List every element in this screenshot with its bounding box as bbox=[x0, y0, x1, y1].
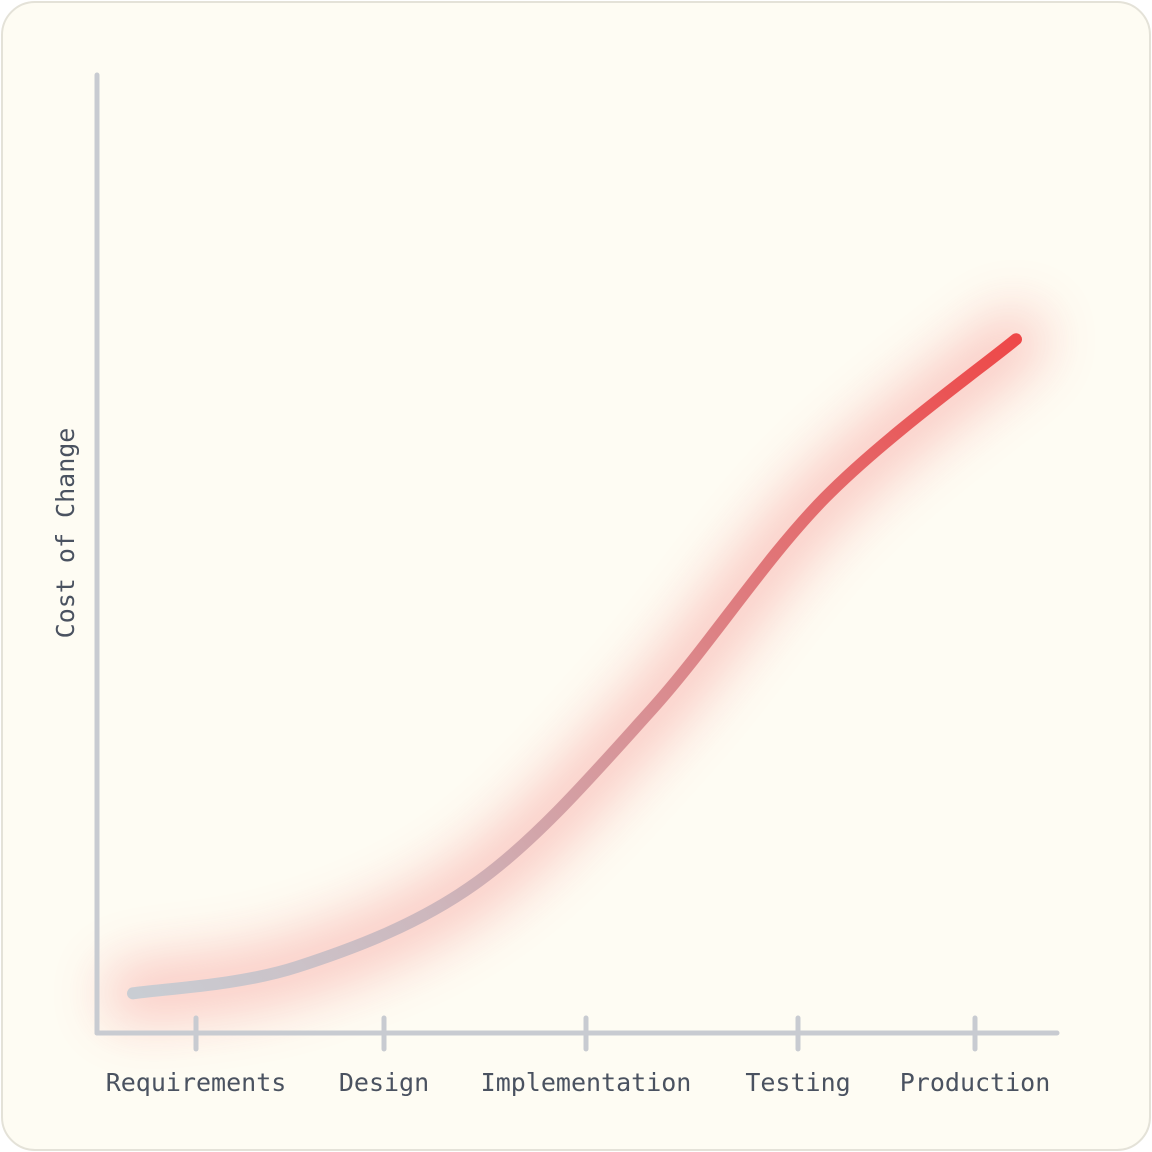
x-tick-label-implementation: Implementation bbox=[481, 1068, 692, 1097]
y-axis-title: Cost of Change bbox=[51, 428, 80, 639]
x-tick-label-design: Design bbox=[339, 1068, 429, 1097]
x-tick-label-requirements: Requirements bbox=[106, 1068, 287, 1097]
cost-of-change-chart: Requirements Design Implementation Testing P… bbox=[51, 72, 1060, 1097]
x-tick-labels: Requirements Design Implementation Testing P… bbox=[106, 1068, 1051, 1097]
x-tick-label-production: Production bbox=[900, 1068, 1051, 1097]
cost-curve-line bbox=[127, 333, 1022, 1000]
x-tick-label-testing: Testing bbox=[745, 1068, 850, 1097]
x-ticks bbox=[193, 1015, 978, 1052]
